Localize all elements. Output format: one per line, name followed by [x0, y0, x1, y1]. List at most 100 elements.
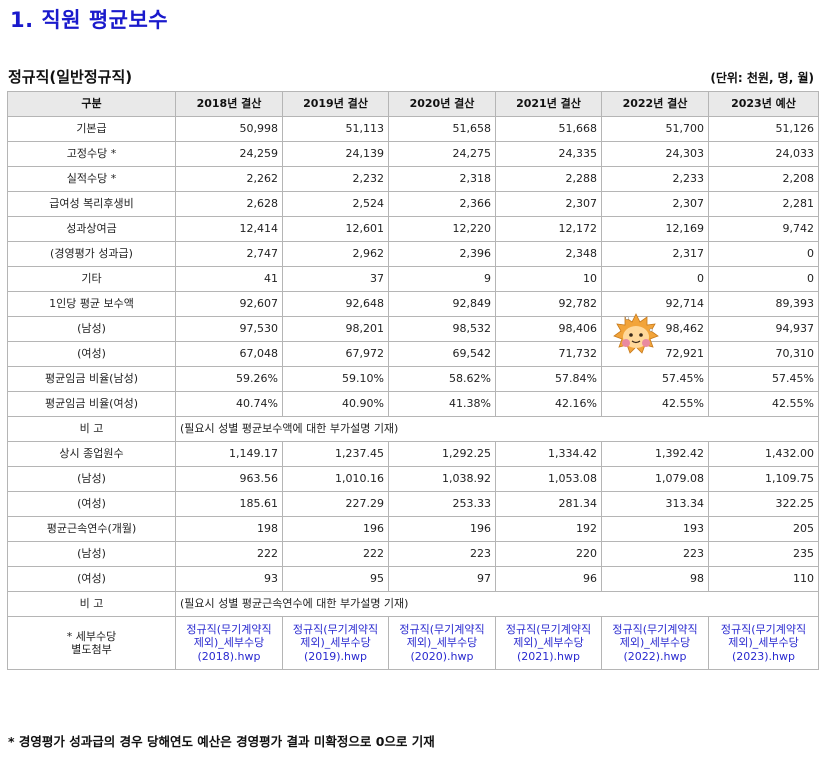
value-cell: 51,113 [282, 116, 389, 142]
value-cell: 1,432.00 [708, 441, 819, 467]
attachment-link-2021[interactable]: 정규직(무기계약직 제외)_세부수당 (2021).hwp [495, 616, 602, 670]
value-cell: 196 [282, 516, 389, 542]
value-cell: 42.55% [601, 391, 709, 417]
value-cell: 2,307 [601, 191, 709, 217]
value-cell: 24,259 [175, 141, 283, 167]
hedgehog-sticker-icon [613, 313, 659, 354]
value-cell: 222 [282, 541, 389, 567]
salary-table: 구분 2018년 결산 2019년 결산 2020년 결산 2021년 결산 2… [7, 91, 819, 670]
value-cell: 1,334.42 [495, 441, 602, 467]
link-line: 정규직(무기계약직 [505, 623, 592, 637]
value-cell: 98,201 [282, 316, 389, 342]
attachment-link-2023[interactable]: 정규직(무기계약직 제외)_세부수당 (2023).hwp [708, 616, 819, 670]
value-cell: 40.74% [175, 391, 283, 417]
attachment-link-2022[interactable]: 정규직(무기계약직 제외)_세부수당 (2022).hwp [601, 616, 709, 670]
value-cell: 24,033 [708, 141, 819, 167]
value-cell: 93 [175, 566, 283, 592]
value-cell: 223 [601, 541, 709, 567]
link-line: 정규직(무기계약직 [292, 623, 379, 637]
link-line: 제외)_세부수당 [193, 636, 265, 650]
row-label: 고정수당 * [7, 141, 176, 167]
value-cell: 70,310 [708, 341, 819, 367]
row-label: 실적수당 * [7, 166, 176, 192]
table-row: 상시 종업원수 1,149.17 1,237.45 1,292.25 1,334.42 1… [7, 441, 819, 467]
value-cell: 94,937 [708, 316, 819, 342]
header-cell: 2022년 결산 [601, 91, 709, 117]
link-line: 제외)_세부수당 [513, 636, 584, 650]
value-cell: 51,668 [495, 116, 602, 142]
value-cell: 1,149.17 [175, 441, 283, 467]
value-cell: 24,139 [282, 141, 389, 167]
attachment-label-line: 별도첨부 [71, 643, 112, 656]
value-cell: 40.90% [282, 391, 389, 417]
table-row: (남성) 222 222 223 220 223 235 [7, 541, 819, 567]
value-cell: 2,317 [601, 241, 709, 267]
value-cell: 2,628 [175, 191, 283, 217]
value-cell: 0 [708, 266, 819, 292]
link-line: 정규직(무기계약직 [186, 623, 272, 637]
link-line: (2019).hwp [303, 649, 368, 663]
value-cell: 193 [601, 516, 709, 542]
value-cell: 0 [601, 266, 709, 292]
header-cell: 2020년 결산 [388, 91, 496, 117]
row-label: (여성) [7, 566, 176, 592]
row-label: 급여성 복리후생비 [7, 191, 176, 217]
value-cell: 92,648 [282, 291, 389, 317]
row-label: 평균임금 비율(남성) [7, 366, 176, 392]
table-row: (경영평가 성과급) 2,747 2,962 2,396 2,348 2,317 0 [7, 241, 819, 267]
attachment-link-2019[interactable]: 정규직(무기계약직 제외)_세부수당 (2019).hwp [282, 616, 389, 670]
value-cell: 41.38% [388, 391, 496, 417]
value-cell: 51,700 [601, 116, 709, 142]
table-row: (남성) 97,530 98,201 98,532 98,406 98,462 94,937 [7, 316, 819, 342]
value-cell: 2,396 [388, 241, 496, 267]
value-cell: 59.10% [282, 366, 389, 392]
note-label: 비 고 [7, 591, 176, 617]
value-cell: 185.61 [175, 491, 283, 517]
row-label: 기본급 [7, 116, 176, 142]
link-line: (2021).hwp [516, 649, 581, 663]
value-cell: 1,079.08 [601, 466, 709, 492]
value-cell: 322.25 [708, 491, 819, 517]
value-cell: 67,048 [175, 341, 283, 367]
value-cell: 1,292.25 [388, 441, 496, 467]
value-cell: 253.33 [388, 491, 496, 517]
row-label: (남성) [7, 316, 176, 342]
link-line: (2018).hwp [197, 649, 261, 663]
value-cell: 97 [388, 566, 496, 592]
value-cell: 1,010.16 [282, 466, 389, 492]
value-cell: 2,318 [388, 166, 496, 192]
value-cell: 24,303 [601, 141, 709, 167]
value-cell: 51,658 [388, 116, 496, 142]
note-row: 비 고 (필요시 성별 평균근속연수에 대한 부가설명 기재) [7, 591, 819, 617]
value-cell: 92,849 [388, 291, 496, 317]
value-cell: 2,288 [495, 166, 602, 192]
value-cell: 12,169 [601, 216, 709, 242]
value-cell: 2,366 [388, 191, 496, 217]
row-label: (남성) [7, 541, 176, 567]
header-cell: 2023년 예산 [708, 91, 819, 117]
attachment-link-2020[interactable]: 정규직(무기계약직 제외)_세부수당 (2020).hwp [388, 616, 496, 670]
header-cell: 2019년 결산 [282, 91, 389, 117]
value-cell: 2,232 [282, 166, 389, 192]
attachment-label: * 세부수당 별도첨부 [7, 616, 176, 670]
value-cell: 2,307 [495, 191, 602, 217]
value-cell: 92,782 [495, 291, 602, 317]
value-cell: 192 [495, 516, 602, 542]
value-cell: 9 [388, 266, 496, 292]
value-cell: 98,462 [601, 316, 709, 342]
table-row: 평균임금 비율(여성) 40.74% 40.90% 41.38% 42.16% 42.55… [7, 391, 819, 417]
value-cell: 51,126 [708, 116, 819, 142]
header-cell: 2018년 결산 [175, 91, 283, 117]
link-line: (2023).hwp [731, 649, 796, 663]
value-cell: 98,532 [388, 316, 496, 342]
value-cell: 963.56 [175, 466, 283, 492]
link-line: 제외)_세부수당 [728, 636, 799, 650]
value-cell: 2,281 [708, 191, 819, 217]
value-cell: 92,714 [601, 291, 709, 317]
table-row: 성과상여금 12,414 12,601 12,220 12,172 12,169 9,742 [7, 216, 819, 242]
section-title: 1. 직원 평균보수 [10, 8, 169, 32]
value-cell: 41 [175, 266, 283, 292]
value-cell: 313.34 [601, 491, 709, 517]
attachment-link-2018[interactable]: 정규직(무기계약직 제외)_세부수당 (2018).hwp [175, 616, 283, 670]
value-cell: 97,530 [175, 316, 283, 342]
